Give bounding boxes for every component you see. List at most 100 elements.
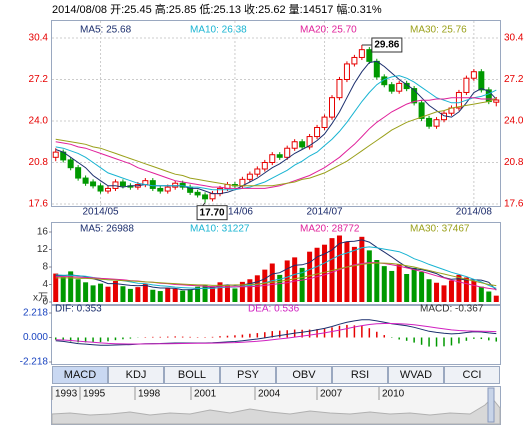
candle-body [388,84,395,92]
volume-bar [434,282,440,302]
candle-body [97,185,104,192]
volume-bar [277,274,283,302]
y-tick-label: 8 [42,262,48,273]
y-tick-label: 2.218 [23,308,48,319]
legend-label: MA30: 37467 [410,224,470,235]
ma-line [55,246,497,289]
volume-bar [112,281,118,302]
volume-bar [53,273,59,302]
volume-bar [254,275,260,302]
y-tick-label-right: 20.8 [504,157,524,168]
header: 2014/08/08 开:25.45 高:25.85 低:25.13 收:25.… [52,2,382,16]
ma-line [55,319,497,346]
tab[interactable] [164,366,220,384]
candle-body [202,194,209,200]
volume-bar [105,286,111,302]
volume-bar [411,267,417,302]
volume-bar [210,286,216,302]
volume-bar [307,251,313,302]
tab[interactable] [52,366,108,384]
y-tick-label-right: 27.2 [504,74,524,85]
volume-bar [127,288,133,302]
volume-bar [366,250,372,302]
tab[interactable] [444,366,500,384]
year-label: 1993 [55,389,78,400]
volume-bar [478,286,484,302]
volume-bar [299,267,305,302]
volume-bar [165,288,171,302]
x-tick-label: 2014/05 [82,207,119,218]
tab-label[interactable]: WVAD [400,369,432,381]
unit-label: x万 [33,293,48,304]
volume-bar [314,247,320,302]
timeline-handle[interactable] [487,387,495,423]
volume-bar [180,290,186,302]
tab[interactable] [108,366,164,384]
volume-bar [396,264,402,302]
y-tick-label: 0 [42,297,48,308]
tab-label[interactable]: RSI [351,369,369,381]
candle-body [246,173,253,180]
ma-line [55,262,497,287]
volume-bar [471,281,477,302]
candle-body [105,187,111,192]
volume-bar [292,257,298,302]
volume-bar [232,288,238,302]
legend-label: MA20: 28772 [300,224,360,235]
tab-label[interactable]: PSY [237,369,260,381]
candle-body [351,56,358,65]
y-tick-label: 17.6 [29,199,49,210]
year-label: 2010 [382,389,405,400]
volume-bar [224,285,230,302]
tab[interactable] [388,366,444,384]
y-tick-label-right: 17.6 [504,199,524,210]
year-label: 1995 [83,389,106,400]
volume-bar [426,279,432,302]
tab-label[interactable]: CCI [463,369,482,381]
volume-bar [284,260,290,302]
volume-bar [456,274,462,302]
candle-body [194,191,201,196]
volume-bar [202,284,208,302]
volume-bar [389,270,395,302]
tab[interactable] [220,366,276,384]
tab-label[interactable]: BOLL [178,369,206,381]
tab-label[interactable]: KDJ [126,369,147,381]
volume-bar [195,286,201,302]
tab-label[interactable]: OBV [292,369,316,381]
price-frame [51,20,501,207]
tab[interactable] [332,366,388,384]
candle-body [284,147,291,158]
year-label: 2001 [194,389,217,400]
candle-body [179,182,186,188]
macd-frame [51,305,501,365]
candle-body [433,119,440,127]
volume-bar [374,260,380,302]
candle-body [269,154,276,163]
candle-body [329,97,335,118]
y-tick-label: 4 [42,279,48,290]
y-tick-label: 16 [37,227,49,238]
tab[interactable] [276,366,332,384]
candle-body [306,136,313,148]
candle-body [157,187,164,192]
candle-body [463,77,470,93]
volume-bar [493,295,499,302]
candle-body [119,181,126,187]
legend-label: MA10: 31227 [190,224,250,235]
candle-body [358,49,365,58]
candle-body [321,116,328,128]
volume-bar [120,286,126,302]
legend-label: MA20: 25.70 [300,25,357,36]
candle-body [67,159,74,169]
volume-bar [441,285,447,302]
volume-frame [51,222,501,305]
candle-body [90,181,97,187]
ma-line [55,97,497,187]
candle-body [261,162,268,170]
volume-bar [90,285,96,302]
y-tick-label: -2.218 [20,357,49,368]
volume-bar [60,276,66,302]
tab-label[interactable]: MACD [64,369,96,381]
legend-label: MA10: 26.38 [190,25,247,36]
